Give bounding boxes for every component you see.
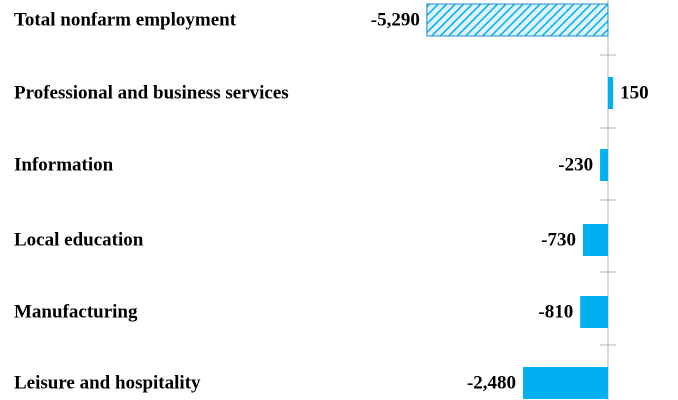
value-label: -810 <box>538 301 573 322</box>
value-label: -730 <box>541 229 576 250</box>
category-label: Local education <box>14 229 144 251</box>
bar <box>607 77 614 109</box>
category-label: Professional and business services <box>14 82 289 104</box>
value-label: 150 <box>620 82 649 103</box>
bar <box>426 3 609 37</box>
category-label: Leisure and hospitality <box>14 372 201 394</box>
bar <box>580 296 608 328</box>
value-label: -230 <box>558 154 593 175</box>
bar <box>582 224 608 256</box>
category-label: Information <box>14 154 114 176</box>
category-ticks <box>600 54 616 346</box>
bar <box>523 367 608 399</box>
value-label: -2,480 <box>467 372 516 393</box>
bar <box>600 149 608 181</box>
category-label: Manufacturing <box>14 301 138 323</box>
value-label: -5,290 <box>371 9 420 30</box>
category-label: Total nonfarm employment <box>14 9 237 31</box>
